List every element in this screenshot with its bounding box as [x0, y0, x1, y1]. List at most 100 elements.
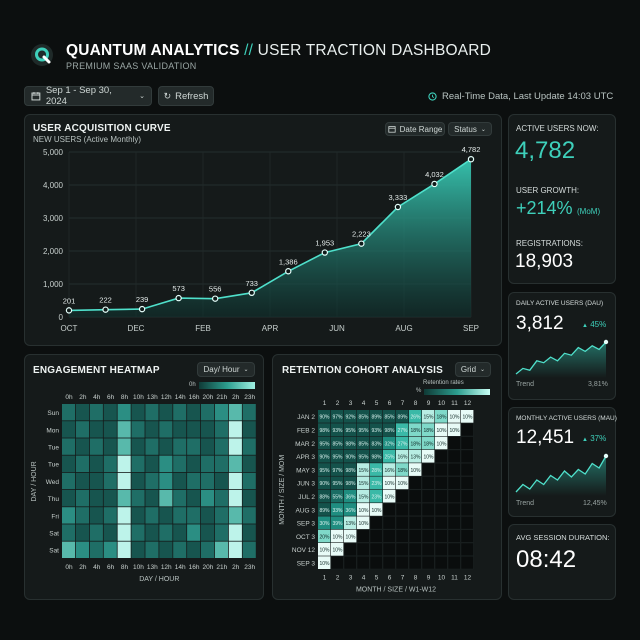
heatmap-selector-label: Day/ Hour	[203, 365, 240, 374]
cohort-cell-value: 98%	[371, 455, 382, 461]
cohort-empty-cell	[447, 489, 461, 503]
heatmap-cell	[214, 404, 228, 421]
cohort-col-bottom: 5	[375, 575, 379, 582]
cohort-col-top: 11	[451, 400, 458, 407]
cohort-cell-value: 18%	[436, 415, 447, 421]
cohort-col-bottom: 1	[323, 575, 327, 582]
cohort-cell-value: 18%	[423, 441, 434, 447]
date-range-value: Sep 1 - Sep 30, 2024	[45, 85, 112, 107]
cohort-cell-value: 10%	[371, 508, 382, 514]
heatmap-cell	[117, 524, 131, 541]
cohort-empty-cell	[434, 516, 448, 530]
cohort-row-label: MAY 3	[296, 467, 315, 474]
cohort-cell-value: 10%	[345, 534, 356, 540]
user-growth-unit: (MoM)	[577, 207, 601, 216]
cohort-col-bottom: 6	[388, 575, 392, 582]
cohort-cell	[357, 516, 370, 530]
cohort-cell	[396, 476, 409, 490]
cohort-empty-cell	[369, 516, 383, 530]
heatmap-cell	[145, 507, 159, 524]
user-growth-label: USER GROWTH:	[516, 186, 580, 195]
cohort-empty-cell	[408, 502, 422, 517]
dau-delta-value: 45%	[590, 320, 607, 329]
heatmap-hour-top: 12h	[161, 394, 172, 401]
heatmap-hour-bottom: 20h	[203, 564, 214, 571]
cohort-empty-cell	[369, 556, 383, 570]
refresh-button[interactable]: ↻ Refresh	[158, 86, 214, 106]
heatmap-cell	[228, 421, 242, 438]
acq-area	[69, 159, 471, 317]
cohort-cell-value: 90%	[319, 455, 330, 461]
heatmap-cell	[75, 455, 89, 472]
cohort-cell	[318, 410, 331, 423]
heatmap-hour-top: 0h	[65, 394, 73, 401]
cohort-cell-value: 18%	[423, 428, 434, 434]
cohort-empty-cell	[421, 542, 435, 556]
cohort-cell	[344, 410, 357, 423]
status-dropdown[interactable]: Status ⌄	[448, 122, 492, 136]
cohort-col-bottom: 11	[451, 575, 458, 582]
heatmap-cell	[75, 404, 89, 421]
heatmap-cell	[242, 404, 256, 421]
user-growth-value: +214%	[516, 198, 573, 218]
cohort-cell	[370, 436, 383, 450]
heatmap-cell	[187, 421, 201, 438]
acq-point	[175, 294, 182, 302]
cohort-empty-cell	[434, 476, 448, 490]
cohort-empty-cell	[447, 449, 461, 463]
heatmap-cell	[187, 541, 201, 558]
cohort-legend-pct: %	[416, 388, 422, 394]
cohort-cell	[357, 503, 370, 516]
acq-point	[321, 249, 329, 256]
heatmap-cell	[89, 472, 103, 490]
heatmap-cell	[228, 507, 242, 524]
heatmap-cell	[173, 524, 187, 541]
heatmap-cell	[214, 541, 228, 558]
cohort-cell	[396, 436, 409, 450]
cohort-cell	[344, 476, 357, 490]
heatmap-cell	[228, 472, 242, 490]
heatmap-cell	[145, 455, 159, 472]
heatmap-cell	[117, 455, 131, 472]
cohort-cell	[409, 463, 422, 476]
cohort-cell	[318, 489, 331, 503]
heatmap-cell	[187, 404, 201, 421]
heatmap-cell	[173, 507, 187, 524]
acq-y-tick: 0	[59, 313, 64, 322]
cohort-cell	[370, 423, 383, 436]
cohort-empty-cell	[460, 462, 474, 477]
cohort-empty-cell	[408, 516, 422, 530]
heatmap-hour-top: 14h	[175, 394, 186, 401]
acq-data-label: 3,333	[389, 193, 408, 202]
cohort-empty-cell	[382, 516, 396, 530]
logo	[30, 43, 54, 67]
heatmap-cell	[201, 455, 215, 472]
heatmap-cell	[242, 455, 256, 472]
heatmap-cell	[131, 507, 145, 524]
cohort-cell-value: 95%	[319, 468, 330, 474]
cohort-empty-cell	[434, 529, 448, 543]
cohort-cell-value: 28%	[371, 468, 382, 474]
cohort-cell	[448, 423, 461, 436]
heatmap-cell	[89, 507, 103, 524]
cohort-cell-value: 13%	[410, 455, 421, 461]
heatmap-cell	[145, 438, 159, 455]
cohort-cell	[370, 476, 383, 490]
cohort-cell-value: 90%	[319, 415, 330, 421]
cohort-col-top: 12	[464, 400, 472, 407]
heatmap-day-label: Tue	[48, 462, 59, 469]
heatmap-cell	[242, 541, 256, 558]
cohort-cell	[409, 436, 422, 450]
date-range-picker[interactable]: Sep 1 - Sep 30, 2024 ⌄	[24, 85, 152, 107]
heatmap-cell	[214, 455, 228, 472]
cohort-cell-value: 98%	[345, 481, 356, 487]
cohort-grid-selector[interactable]: Grid ⌄	[455, 362, 491, 377]
heatmap-cell	[242, 421, 256, 438]
cohort-cell-value: 15%	[358, 481, 369, 487]
cohort-cell	[357, 449, 370, 463]
cohort-col-top: 10	[438, 400, 446, 407]
spark-line	[515, 341, 607, 375]
heatmap-hour-bottom: 2h	[79, 564, 87, 571]
heatmap-selector[interactable]: Day/ Hour ⌄	[197, 362, 255, 377]
date-range-button[interactable]: Date Range	[385, 122, 445, 136]
